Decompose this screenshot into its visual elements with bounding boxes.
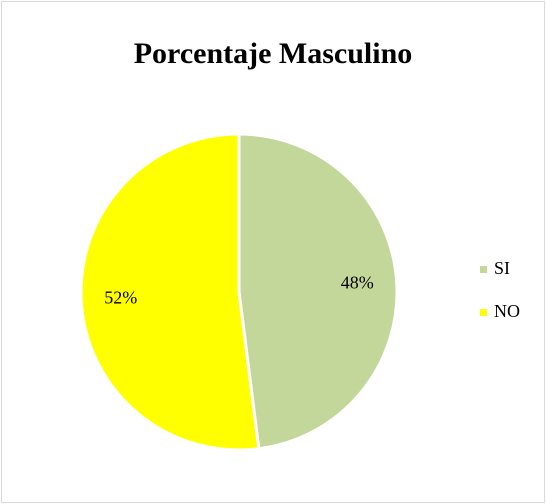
legend-swatch [480,266,487,273]
chart-title: Porcentaje Masculino [134,37,413,70]
pie-slice [79,132,261,452]
legend-swatch [480,309,487,316]
pie-slice [237,132,399,451]
legend-label: NO [494,301,520,321]
data-label: 48% [341,273,374,293]
data-label: 52% [104,288,137,308]
legend-label: SI [494,258,510,278]
